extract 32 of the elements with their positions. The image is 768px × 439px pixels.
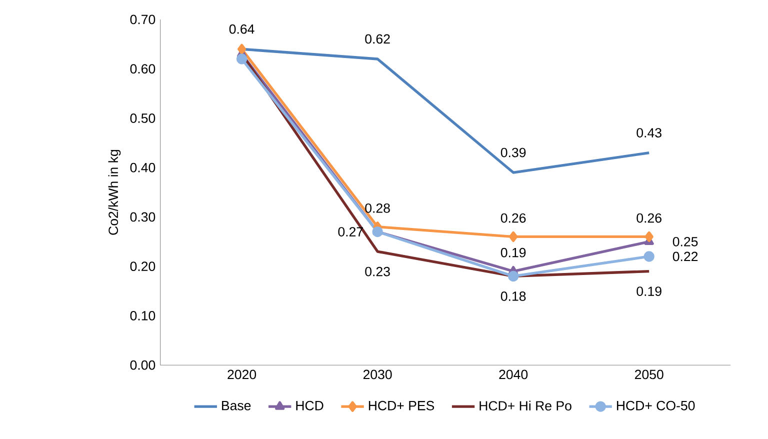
data-label: 0.64 — [229, 24, 254, 34]
legend-label: HCD+ Hi Re Po — [480, 400, 572, 410]
y-tick-label: 0.70 — [130, 14, 156, 24]
x-tick-label: 2030 — [363, 370, 392, 380]
data-label: 0.62 — [365, 34, 390, 44]
data-label: 0.39 — [500, 148, 526, 158]
y-tick-label: 0.50 — [130, 114, 156, 123]
data-label: 0.25 — [672, 236, 698, 246]
x-tick-label: 2040 — [499, 370, 528, 380]
y-tick-label: 0.40 — [130, 162, 156, 172]
data-label: 0.28 — [365, 203, 390, 213]
data-label: 0.22 — [672, 252, 698, 262]
legend-label: HCD+ CO-50 — [616, 400, 695, 410]
y-tick-label: 0.20 — [130, 262, 156, 272]
data-label: 0.43 — [636, 128, 662, 138]
legend-label: HCD+ PES — [368, 400, 434, 410]
data-label: 0.19 — [636, 286, 662, 296]
y-tick-label: 0.00 — [130, 360, 156, 370]
x-tick-label: 2020 — [228, 370, 256, 380]
legend-label: HCD — [296, 400, 324, 410]
y-tick-label: 0.10 — [130, 311, 156, 320]
data-label: 0.18 — [500, 292, 526, 301]
legend-label: Base — [222, 400, 251, 410]
y-tick-label: 0.60 — [130, 64, 156, 74]
data-label: 0.26 — [636, 213, 662, 223]
data-label: 0.19 — [500, 248, 526, 258]
x-tick-label: 2050 — [634, 370, 664, 380]
data-label: 0.26 — [500, 213, 526, 223]
y-axis-title: Co2/kWh in kg — [108, 150, 121, 235]
data-label: 0.23 — [365, 266, 390, 276]
data-label: 0.27 — [338, 227, 363, 236]
y-tick-label: 0.30 — [130, 212, 156, 222]
